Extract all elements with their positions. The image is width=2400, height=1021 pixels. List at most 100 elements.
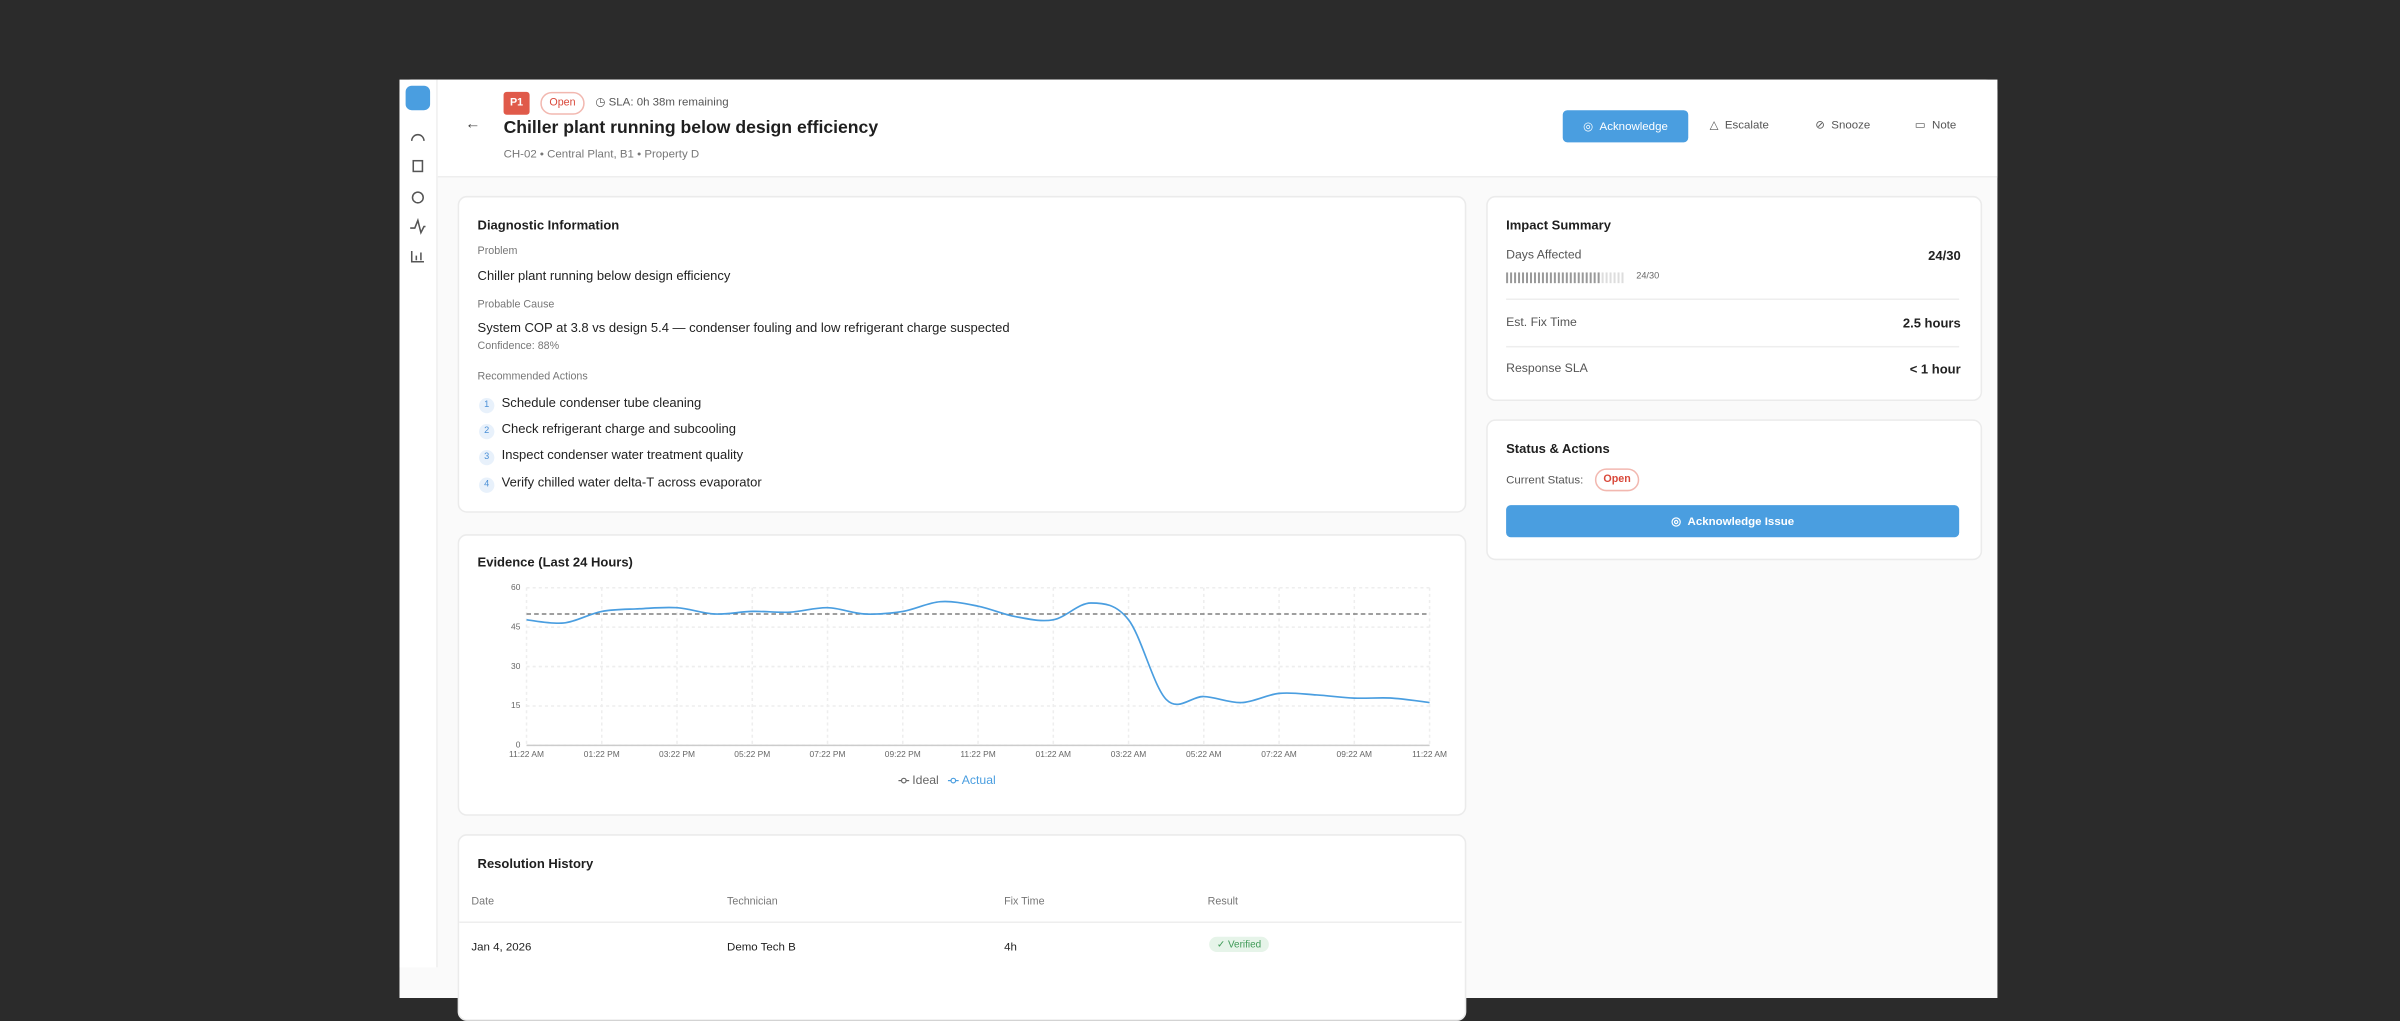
field-label: Problem: [477, 246, 518, 258]
x-tick-label: 11:22 AM: [1412, 749, 1447, 759]
day-segment: [1597, 272, 1600, 284]
day-segment: [1621, 272, 1624, 284]
button-label: Acknowledge: [1599, 119, 1668, 134]
table-cell: 4h: [1004, 939, 1017, 954]
action-item: 1 Schedule condenser tube cleaning: [479, 394, 702, 414]
confidence: Confidence: 88%: [477, 341, 560, 353]
back-button[interactable]: ←: [465, 116, 481, 134]
day-segment: [1617, 272, 1620, 284]
sla-timer: ◷ SLA: 0h 38m remaining: [595, 94, 729, 109]
priority-badge: P1: [503, 91, 530, 115]
x-tick-label: 11:22 PM: [960, 749, 995, 759]
action-number: 4: [479, 477, 495, 493]
day-segment: [1561, 272, 1564, 284]
day-segment: [1573, 272, 1576, 284]
field-value: System COP at 3.8 vs design 5.4 — conden…: [477, 319, 1010, 336]
day-segment: [1545, 272, 1548, 284]
y-tick-label: 30: [511, 661, 521, 671]
x-tick-label: 05:22 PM: [734, 749, 770, 759]
x-tick-label: 05:22 AM: [1186, 749, 1222, 759]
card-title: Impact Summary: [1506, 217, 1611, 233]
metric-value: < 1 hour: [1909, 361, 1961, 377]
acknowledge-button[interactable]: ◎ Acknowledge: [1562, 110, 1689, 143]
column-header: Technician: [727, 896, 778, 908]
badge-text: Verified: [1227, 939, 1262, 951]
escalate-button[interactable]: △ Escalate: [1709, 117, 1769, 132]
legend-label: Ideal: [912, 773, 939, 787]
sidebar: [399, 79, 438, 968]
note-button[interactable]: ▭ Note: [1914, 117, 1957, 132]
metric-label: Days Affected: [1506, 247, 1582, 262]
nav-icon[interactable]: [410, 251, 424, 263]
day-segment: [1593, 272, 1596, 284]
button-label: Escalate: [1724, 117, 1769, 132]
row-divider: [459, 921, 1462, 923]
day-segment: [1537, 272, 1540, 284]
day-segment: [1506, 272, 1509, 284]
nav-icon[interactable]: [411, 191, 424, 204]
day-segment: [1553, 272, 1556, 284]
legend-swatch: [950, 777, 957, 784]
field-label: Probable Cause: [477, 299, 555, 311]
action-item: 2 Check refrigerant charge and subcoolin…: [479, 420, 736, 440]
nav-icon[interactable]: [410, 217, 426, 235]
divider: [1506, 298, 1960, 300]
x-tick-label: 07:22 PM: [810, 749, 846, 759]
day-segment: [1549, 272, 1552, 284]
metric-label: Response SLA: [1506, 361, 1588, 375]
card-title: Resolution History: [477, 855, 594, 871]
legend-swatch: [900, 777, 907, 784]
action-text: Verify chilled water delta-T across evap…: [501, 474, 762, 490]
day-segment: [1613, 272, 1616, 284]
logo[interactable]: [405, 85, 431, 111]
button-label: Acknowledge Issue: [1687, 514, 1795, 529]
status-label: Current Status:: [1506, 472, 1584, 487]
action-text: Inspect condenser water treatment qualit…: [501, 446, 744, 463]
day-segment: [1589, 272, 1592, 284]
y-tick-label: 15: [511, 700, 521, 710]
day-segment: [1569, 272, 1572, 284]
column-header: Date: [471, 896, 495, 908]
status-pill: Open: [540, 91, 585, 115]
action-text: Schedule condenser tube cleaning: [501, 394, 702, 411]
day-segment: [1533, 272, 1536, 284]
evidence-chart: Evidence (Last 24 Hours) 0 15 30 45 60 11:22 …: [478, 272, 1624, 787]
day-segment: [1581, 272, 1584, 284]
column-header: Result: [1207, 896, 1239, 908]
field-value: Chiller plant running below design effic…: [477, 267, 731, 284]
action-number: 2: [479, 423, 495, 440]
metric-label: Est. Fix Time: [1506, 315, 1577, 330]
subtitle: CH-02 • Central Plant, B1 • Property D: [503, 146, 700, 161]
x-tick-label: 03:22 AM: [1111, 749, 1147, 759]
x-tick-label: 01:22 PM: [584, 749, 620, 759]
divider: [1506, 345, 1960, 348]
y-tick-label: 45: [511, 621, 521, 631]
evidence-card: [457, 534, 1467, 816]
action-item: 3 Inspect condenser water treatment qual…: [479, 446, 744, 466]
button-label: Snooze: [1831, 117, 1871, 132]
nav-icon[interactable]: [410, 133, 425, 141]
metric-value: 2.5 hours: [1902, 315, 1961, 331]
progress-label: 24/30: [1636, 272, 1660, 282]
day-segment: [1541, 272, 1544, 284]
action-number: 1: [479, 397, 495, 414]
day-segment: [1529, 272, 1532, 284]
acknowledge-issue-button[interactable]: ◎ Acknowledge Issue: [1506, 505, 1960, 538]
status-pill: Open: [1594, 468, 1640, 492]
button-label: Note: [1932, 117, 1957, 132]
x-tick-label: 11:22 AM: [509, 749, 544, 759]
day-segment: [1609, 272, 1612, 284]
chart-title: Evidence (Last 24 Hours): [478, 555, 633, 570]
field-label: Recommended Actions: [477, 371, 588, 383]
card-title: Diagnostic Information: [477, 217, 620, 233]
table-cell: Jan 4, 2026: [471, 939, 532, 954]
action-text: Check refrigerant charge and subcooling: [501, 420, 736, 437]
x-tick-label: 07:22 AM: [1261, 749, 1297, 759]
nav-icon[interactable]: [412, 159, 424, 173]
screen: ← P1 Open ◷ SLA: 0h 38m remaining Chille…: [399, 79, 1998, 1021]
day-segment: [1557, 272, 1560, 284]
snooze-button[interactable]: ⊘ Snooze: [1815, 117, 1871, 132]
card-title: Status & Actions: [1506, 440, 1610, 457]
legend-label: Actual: [962, 773, 996, 787]
y-tick-label: 0: [516, 740, 521, 750]
